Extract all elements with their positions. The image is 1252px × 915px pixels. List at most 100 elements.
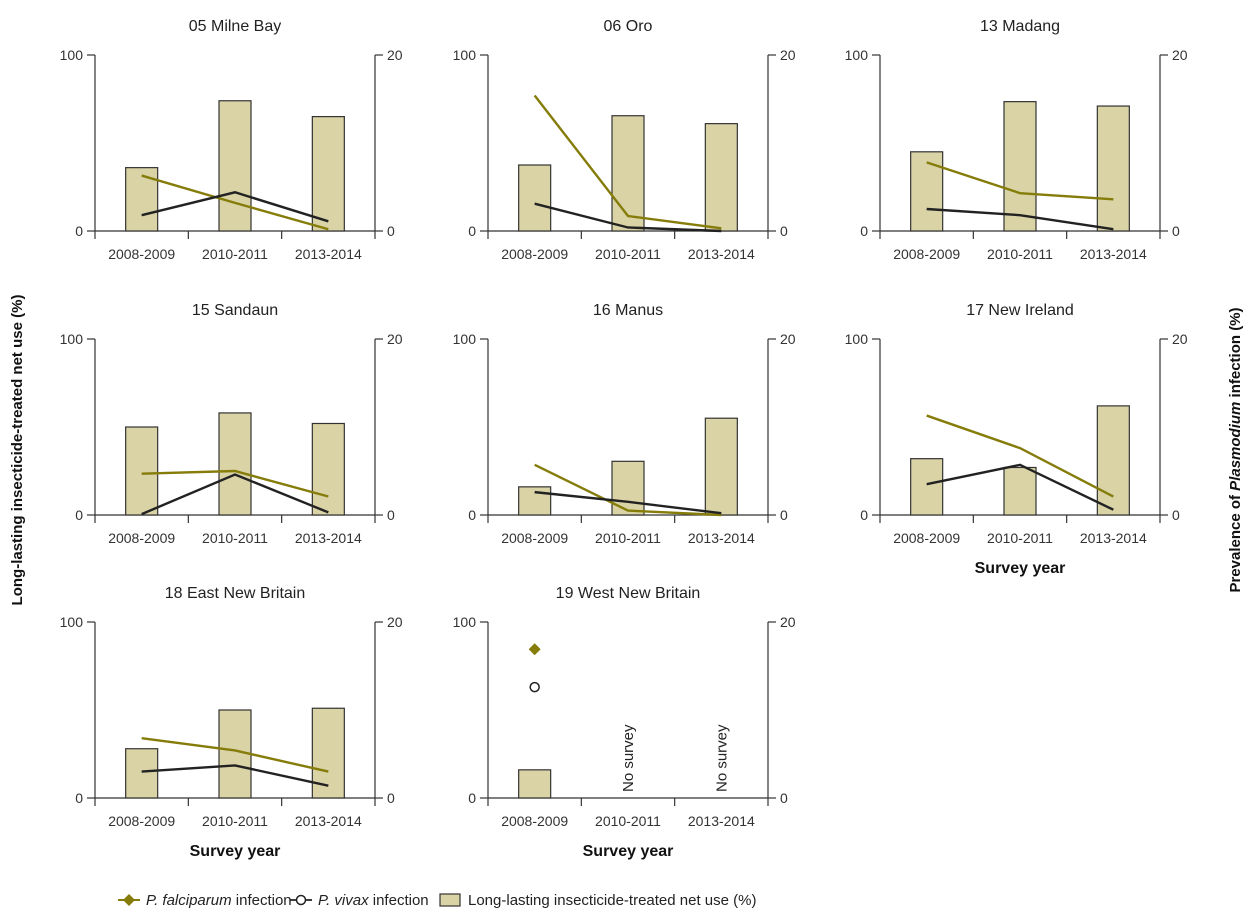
y-tick-label-left: 0 [860,507,868,523]
y-tick-label-left: 100 [453,47,477,63]
legend-label: P. vivax infection [318,892,429,909]
legend-label-rest: infection [369,892,429,909]
legend-label-rest: Long-lasting insecticide-treated net use… [468,892,757,909]
y-tick-label-left: 100 [453,614,477,630]
legend-label-rest: infection [232,892,292,909]
y-axis-right-label-suffix: infection (%) [1227,307,1244,401]
legend: P. falciparum infection P. vivax infectio… [118,892,757,909]
x-axis-label: Survey year [190,843,281,860]
panel-6: 17 New Ireland 0 100 0 20 2008-2009 2010-2011 2… [845,302,1188,577]
bar [518,769,552,799]
legend-label-italic: P. falciparum [146,892,232,909]
x-tick-label: 2010-2011 [595,813,661,829]
x-tick-label: 2013-2014 [1080,530,1147,546]
x-tick-label: 2010-2011 [595,246,661,262]
x-tick-label: 2013-2014 [688,246,755,262]
panel-title: 05 Milne Bay [189,18,282,35]
x-tick-label: 2010-2011 [987,246,1053,262]
bar [1096,105,1130,232]
legend-swatch-bar [439,893,461,907]
x-tick-label: 2013-2014 [295,246,362,262]
legend-item-pv: P. vivax infection [290,892,429,909]
panel-title: 06 Oro [604,18,653,35]
no-survey-label: No survey [713,724,730,792]
legend-marker-pf [123,894,135,906]
y-tick-label-left: 100 [60,331,84,347]
panel-5: 16 Manus 0 100 0 20 2008-2009 2010-2011 2013-20… [453,302,796,546]
y-axis-right-label: Prevalence of Plasmodium infection (%) [1227,307,1244,592]
y-tick-label-left: 100 [845,47,869,63]
y-tick-label-right: 0 [387,223,395,239]
y-tick-label-left: 0 [468,790,476,806]
x-tick-label: 2013-2014 [1080,246,1147,262]
x-tick-label: 2008-2009 [893,246,960,262]
bar [311,422,345,516]
y-tick-label-right: 0 [780,223,788,239]
y-tick-label-right: 0 [387,790,395,806]
panel-title: 13 Madang [980,18,1060,35]
bar [125,167,159,232]
y-tick-label-right: 0 [387,507,395,523]
bar [311,115,345,232]
y-tick-label-right: 20 [780,331,796,347]
legend-label: P. falciparum infection [146,892,292,909]
y-tick-label-right: 0 [780,507,788,523]
bar [910,458,944,516]
y-tick-label-left: 0 [468,507,476,523]
legend-label: Long-lasting insecticide-treated net use… [468,892,757,909]
x-tick-label: 2010-2011 [202,530,268,546]
y-tick-label-right: 20 [387,614,403,630]
bar [125,426,159,516]
x-tick-label: 2010-2011 [202,813,268,829]
x-tick-label: 2010-2011 [202,246,268,262]
panel-2: 06 Oro 0 100 0 20 2008-2009 2010-2011 2013-2014 [453,18,796,262]
panel-7: 18 East New Britain 0 100 0 20 2008-2009 2010-… [60,585,403,860]
y-tick-label-right: 20 [1172,331,1188,347]
bar [518,486,552,516]
x-tick-label: 2013-2014 [295,813,362,829]
x-tick-label: 2013-2014 [295,530,362,546]
bar [704,123,738,232]
x-tick-label: 2008-2009 [501,813,568,829]
x-tick-label: 2008-2009 [108,530,175,546]
y-tick-label-left: 100 [453,331,477,347]
panel-title: 15 Sandaun [192,302,278,319]
panel-1: 05 Milne Bay 0 100 0 20 2008-2009 2010-2011 201… [60,18,403,262]
y-tick-label-left: 0 [860,223,868,239]
bar [704,417,738,516]
bar [1096,405,1130,516]
marker-pv [529,681,540,693]
y-tick-label-left: 0 [75,507,83,523]
x-tick-label: 2008-2009 [108,246,175,262]
y-axis-left-label: Long-lasting insecticide-treated net use… [9,295,26,606]
bar [518,164,552,232]
y-tick-label-right: 20 [780,47,796,63]
y-axis-right-label-italic: Plasmodium [1227,402,1244,491]
x-axis-label: Survey year [583,843,674,860]
y-tick-label-right: 0 [1172,507,1180,523]
y-tick-label-left: 0 [468,223,476,239]
y-tick-label-right: 20 [387,331,403,347]
bar [1003,466,1037,516]
y-axis-right-label-prefix: Prevalence of [1227,491,1244,593]
bar [910,151,944,232]
y-tick-label-right: 0 [780,790,788,806]
x-axis-label: Survey year [975,560,1066,577]
x-tick-label: 2013-2014 [688,530,755,546]
y-tick-label-left: 100 [845,331,869,347]
bar [218,412,252,516]
panel-title: 17 New Ireland [966,302,1074,319]
x-tick-label: 2008-2009 [501,530,568,546]
bar [1003,101,1037,232]
legend-item-bar: Long-lasting insecticide-treated net use… [439,892,757,909]
legend-label-italic: P. vivax [318,892,369,909]
y-tick-label-right: 20 [387,47,403,63]
bar [611,115,645,232]
y-tick-label-left: 100 [60,614,84,630]
x-tick-label: 2010-2011 [595,530,661,546]
x-tick-label: 2008-2009 [501,246,568,262]
x-tick-label: 2008-2009 [108,813,175,829]
y-tick-label-left: 100 [60,47,84,63]
